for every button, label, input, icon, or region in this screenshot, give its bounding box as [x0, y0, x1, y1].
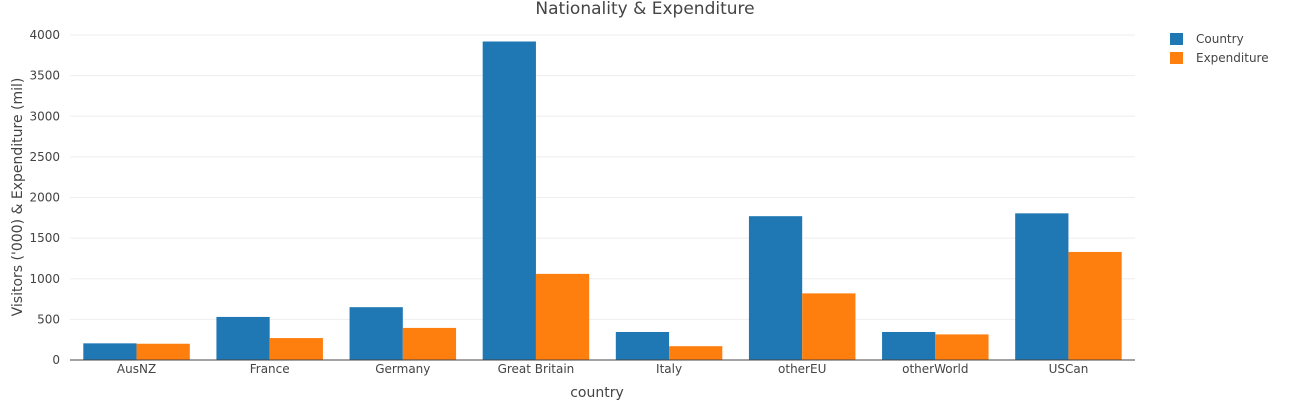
y-tick-label: 3500 [29, 69, 60, 83]
bar-expenditure-otherworld[interactable] [935, 334, 989, 360]
bar-country-othereu[interactable] [748, 216, 803, 360]
x-axis-ticks: AusNZ France Germany Great Britain Italy othe… [117, 362, 1088, 376]
y-tick-label: 0 [52, 353, 60, 367]
x-tick-label: AusNZ [117, 362, 156, 376]
legend-swatch [1170, 52, 1183, 64]
legend[interactable]: Country Expenditure [1170, 32, 1269, 65]
x-tick-label: Italy [656, 362, 682, 376]
x-axis-title: country [570, 385, 624, 400]
y-tick-label: 1500 [29, 231, 60, 245]
bar-expenditure-ausnz[interactable] [136, 343, 190, 360]
bar-expenditure-france[interactable] [269, 338, 323, 360]
x-tick-label: otherWorld [902, 362, 968, 376]
y-tick-label: 3000 [29, 109, 60, 123]
bar-country-great-britain[interactable] [482, 41, 536, 361]
legend-item-expenditure[interactable]: Expenditure [1170, 51, 1269, 65]
chart-title: Nationality & Expenditure [535, 0, 754, 19]
x-tick-label: France [250, 362, 290, 376]
bar-expenditure-italy[interactable] [669, 346, 723, 360]
y-tick-label: 2000 [29, 191, 60, 205]
x-tick-label: USCan [1049, 362, 1089, 376]
y-axis-title: Visitors ('000) & Expenditure (mil) [10, 78, 26, 317]
y-tick-label: 1000 [29, 272, 60, 286]
legend-label: Country [1196, 32, 1244, 46]
bars-layer [70, 41, 1135, 361]
bar-country-ausnz[interactable] [83, 343, 137, 360]
x-tick-label: Great Britain [498, 362, 575, 376]
legend-item-country[interactable]: Country [1170, 32, 1244, 46]
x-tick-label: otherEU [778, 362, 826, 376]
grid-layer [70, 34, 1135, 361]
y-tick-label: 2500 [29, 150, 60, 164]
bar-expenditure-uscan[interactable] [1068, 251, 1122, 360]
y-tick-label: 500 [37, 312, 60, 326]
bar-country-germany[interactable] [349, 307, 403, 360]
bar-country-otherworld[interactable] [882, 331, 936, 360]
bar-country-france[interactable] [216, 316, 270, 360]
y-tick-label: 4000 [29, 28, 60, 42]
x-tick-label: Germany [375, 362, 430, 376]
y-axis-ticks: 0 500 1000 1500 2000 2500 3000 3500 4000 [29, 28, 60, 367]
legend-swatch [1170, 33, 1183, 45]
legend-label: Expenditure [1196, 51, 1269, 65]
bar-expenditure-great-britain[interactable] [535, 273, 590, 360]
bar-country-italy[interactable] [615, 331, 670, 360]
bar-expenditure-othereu[interactable] [802, 293, 856, 360]
bar-country-uscan[interactable] [1015, 213, 1069, 360]
bar-expenditure-germany[interactable] [402, 327, 457, 360]
